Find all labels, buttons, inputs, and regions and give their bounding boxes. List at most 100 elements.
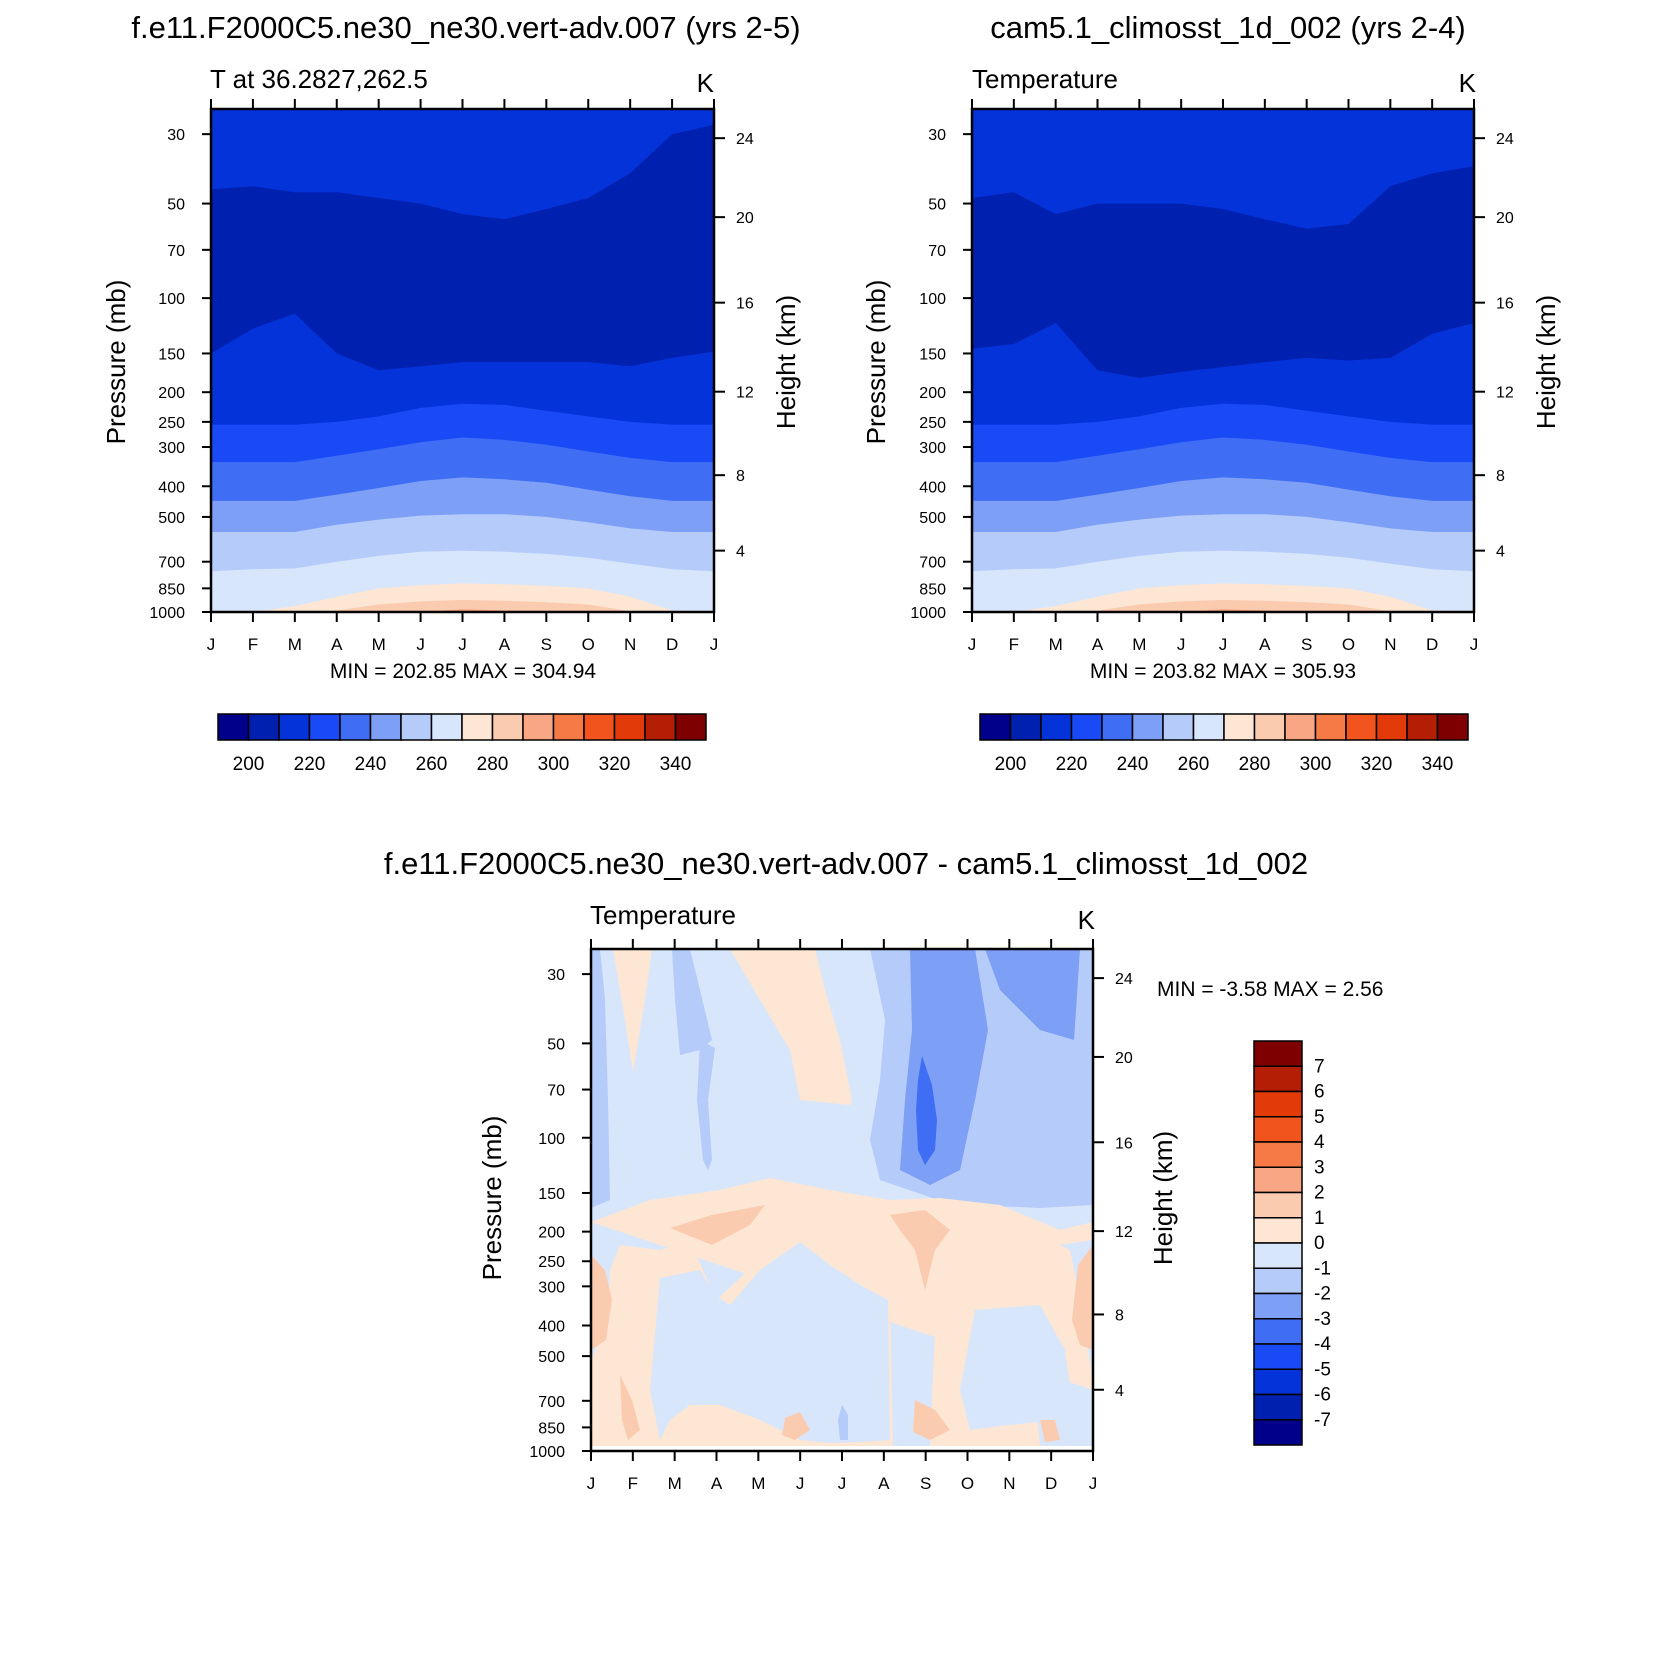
colorbar-box <box>1253 1191 1303 1219</box>
contour-bands <box>972 109 1474 613</box>
x-tick-label: J <box>1177 635 1186 654</box>
y-tick-label: 100 <box>919 291 946 308</box>
colorbar-label: -1 <box>1314 1258 1331 1279</box>
colorbar-label: 260 <box>1178 754 1210 775</box>
colorbar-box <box>1284 713 1317 741</box>
x-tick-label: M <box>288 635 302 654</box>
colorbar-label: 3 <box>1314 1157 1325 1178</box>
y-tick-label: 400 <box>158 479 185 496</box>
x-tick-label: J <box>207 635 216 654</box>
y-tick-label: 30 <box>167 127 185 144</box>
y-tick-label: 700 <box>158 555 185 572</box>
y-tick-label: 200 <box>158 385 185 402</box>
colorbar-label: 240 <box>1117 754 1149 775</box>
colorbar-label: -6 <box>1314 1385 1331 1406</box>
y-tick-right-label: 4 <box>736 544 745 561</box>
colorbar-label: 220 <box>294 754 326 775</box>
y-tick-label: 850 <box>919 581 946 598</box>
y-tick-label: 500 <box>919 510 946 527</box>
colorbar-box <box>583 713 616 741</box>
x-tick-label: J <box>1219 635 1228 654</box>
colorbar-box <box>217 713 250 741</box>
x-tick-label: J <box>968 635 977 654</box>
x-tick-label: O <box>582 635 595 654</box>
y-tick-right-label: 16 <box>1115 1135 1133 1152</box>
y-tick-label: 50 <box>547 1036 565 1053</box>
y-tick-label: 500 <box>158 510 185 527</box>
x-tick-label: A <box>499 635 511 654</box>
y-tick-label: 100 <box>538 1131 565 1148</box>
colorbar-box <box>1070 713 1103 741</box>
colorbar-box <box>1131 713 1164 741</box>
x-tick-label: J <box>1089 1474 1098 1493</box>
colorbar-box <box>1253 1242 1303 1269</box>
diff-region-pos2-s-mid <box>890 1210 950 1290</box>
x-tick-label: O <box>1342 635 1355 654</box>
y-tick-label: 1000 <box>529 1444 565 1461</box>
x-tick-label: N <box>1384 635 1396 654</box>
y-tick-right-label: 16 <box>736 296 754 313</box>
colorbar-box <box>1192 713 1225 741</box>
y-tick-right-label: 8 <box>1115 1307 1124 1324</box>
x-tick-label: A <box>878 1474 890 1493</box>
colorbar-box <box>1253 1217 1303 1244</box>
y-tick-label: 30 <box>928 127 946 144</box>
colorbar: 200 220 240 260 280 300 320 340 <box>217 713 707 775</box>
diff-region-pos2-dec <box>1072 1245 1093 1350</box>
diff-region-neg2-jul-low <box>838 1405 848 1440</box>
x-tick-label: J <box>587 1474 596 1493</box>
diff-region-neg1-right-low <box>960 1305 1072 1430</box>
y-tick-right-label: 8 <box>1496 468 1505 485</box>
colorbar-label: 200 <box>233 754 265 775</box>
colorbar-box <box>1253 1343 1303 1370</box>
diff-region-neg2-march <box>672 949 712 1055</box>
colorbar-box <box>613 713 646 741</box>
diff-region-neg1-lower <box>650 1242 890 1443</box>
x-tick-label: M <box>372 635 386 654</box>
y-axis-label: Pressure (mb) <box>101 280 131 445</box>
y-tick-label: 400 <box>919 479 946 496</box>
panel-subtitle: Temperature <box>590 900 736 930</box>
contour-band <box>211 609 714 612</box>
panel-title: f.e11.F2000C5.ne30_ne30.vert-adv.007 (yr… <box>131 10 800 45</box>
colorbar-label: 300 <box>1300 754 1332 775</box>
x-tick-label: D <box>1045 1474 1057 1493</box>
colorbar-label: 320 <box>599 754 631 775</box>
colorbar-box <box>278 713 311 741</box>
colorbar-box <box>522 713 555 741</box>
x-tick-label: J <box>796 1474 805 1493</box>
y-tick-label: 70 <box>547 1083 565 1100</box>
x-tick-label: J <box>416 635 425 654</box>
y-axis-label: Pressure (mb) <box>477 1116 507 1281</box>
colorbar-box <box>1253 1267 1303 1295</box>
panel-subtitle: T at 36.2827,262.5 <box>210 64 428 94</box>
y-tick-label: 1000 <box>910 605 946 622</box>
colorbar-box <box>1253 1368 1303 1396</box>
y-tick-label: 100 <box>158 291 185 308</box>
colorbar-label: 340 <box>660 754 692 775</box>
colorbar-label: 340 <box>1422 754 1454 775</box>
units-label: K <box>1078 905 1096 935</box>
contour-band <box>972 609 1474 612</box>
min-max-label: MIN = 202.85 MAX = 304.94 <box>330 660 596 683</box>
colorbar-label: 0 <box>1314 1233 1325 1254</box>
colorbar-box <box>1101 713 1134 741</box>
colorbar-box <box>1345 713 1378 741</box>
colorbar-label: 280 <box>477 754 509 775</box>
colorbar-label: -3 <box>1314 1309 1331 1330</box>
units-label: K <box>1459 68 1477 98</box>
y-tick-label: 70 <box>167 243 185 260</box>
x-tick-label: J <box>1470 635 1479 654</box>
y-tick-label: 150 <box>538 1186 565 1203</box>
y-tick-label: 300 <box>919 440 946 457</box>
x-tick-label: S <box>541 635 552 654</box>
axes: J F M A M J J A S O N D J 30 50 70 100 150 200 250 300 400 500… <box>529 939 1133 1493</box>
colorbar-box <box>430 713 463 741</box>
colorbar-label: 6 <box>1314 1082 1325 1103</box>
y-tick-label: 70 <box>928 243 946 260</box>
panel-difference: f.e11.F2000C5.ne30_ne30.vert-adv.007 - c… <box>384 846 1384 1493</box>
y-tick-label: 30 <box>547 967 565 984</box>
y-tick-right-label: 16 <box>1496 296 1514 313</box>
colorbar-label: 4 <box>1314 1132 1325 1153</box>
